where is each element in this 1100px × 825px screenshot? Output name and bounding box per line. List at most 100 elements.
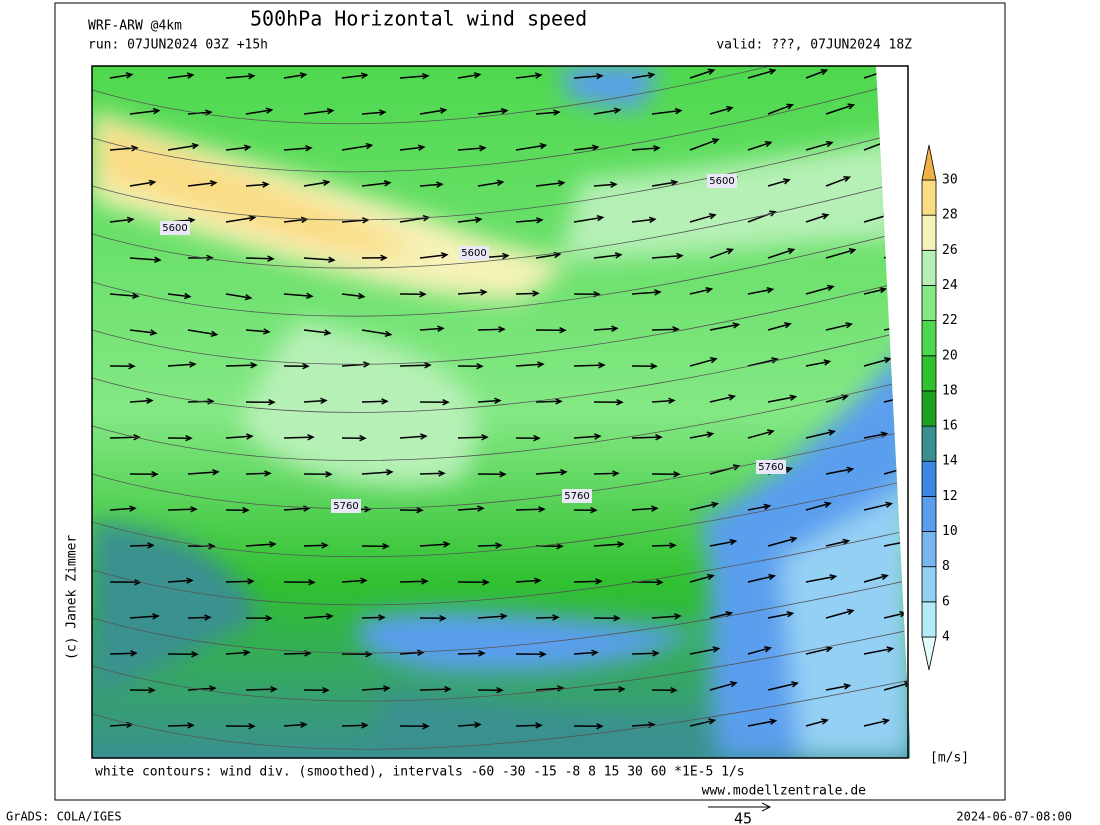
- wind-arrow-head: [535, 722, 543, 729]
- wind-arrow: [477, 181, 503, 187]
- wind-arrow-head: [246, 433, 254, 440]
- wind-arrow: [863, 647, 893, 655]
- wind-arrow-head: [244, 293, 253, 301]
- wind-arrow: [709, 682, 737, 691]
- wind-arrow-head: [557, 685, 565, 692]
- wind-arrow-head: [848, 248, 857, 255]
- wind-arrow-head: [439, 107, 448, 114]
- wind-arrow: [399, 146, 424, 151]
- wind-arrow-head: [590, 506, 598, 514]
- contour-label-box: [459, 246, 489, 260]
- wind-arrow-head: [495, 542, 503, 549]
- wind-arrow: [631, 436, 662, 439]
- wind-arrow-head: [708, 718, 717, 725]
- wind-arrow: [805, 719, 828, 727]
- wind-arrow: [535, 253, 560, 259]
- wind-arrow-head: [477, 505, 485, 512]
- wind-arrow-head: [820, 69, 829, 76]
- wind-arrow-head: [302, 362, 310, 370]
- wind-arrow: [805, 575, 836, 583]
- wind-arrow-head: [386, 469, 394, 476]
- wind-arrow-head: [478, 650, 486, 657]
- wind-arrow-head: [559, 326, 567, 334]
- wind-arrow-head: [768, 573, 776, 581]
- wind-arrow-head: [308, 579, 316, 586]
- wind-arrow-head: [265, 107, 274, 114]
- wind-arrow-head: [846, 466, 855, 474]
- wind-arrow-head: [596, 722, 604, 730]
- wind-arrow-head: [826, 284, 835, 292]
- wind-arrow: [341, 219, 368, 223]
- colorbar-tick-label: 16: [942, 419, 958, 434]
- wind-arrow-head: [882, 718, 891, 725]
- height-contour: [92, 66, 910, 125]
- wind-arrow-head: [267, 255, 275, 262]
- wind-arrow: [283, 507, 309, 511]
- wind-arrow: [341, 724, 368, 727]
- wind-arrow-head: [712, 646, 721, 653]
- wind-arrow-head: [191, 142, 200, 150]
- wind-arrow: [689, 214, 716, 223]
- wind-arrow-head: [652, 650, 660, 657]
- wind-arrow-head: [383, 685, 391, 692]
- wind-arrow: [651, 615, 680, 619]
- wind-arrow: [245, 329, 269, 333]
- colorbar-tick-label: 24: [942, 278, 958, 293]
- wind-arrow-head: [616, 398, 624, 406]
- wind-arrow-head: [670, 686, 678, 694]
- wind-arrow-head: [729, 681, 738, 688]
- wind-arrow: [515, 144, 546, 151]
- wind-arrow: [825, 468, 853, 475]
- wind-arrow-head: [186, 72, 195, 79]
- scale-arrow-head: [761, 802, 772, 812]
- map-title: 500hPa Horizontal wind speed: [250, 7, 587, 31]
- wind-arrow: [457, 291, 486, 295]
- wind-arrow-head: [655, 434, 663, 441]
- wind-arrow: [361, 687, 389, 691]
- wind-arrow: [283, 436, 314, 439]
- wind-arrow: [457, 436, 488, 439]
- wind-arrow-head: [242, 506, 250, 514]
- wind-arrow: [767, 612, 793, 619]
- wind-arrow-head: [326, 613, 334, 620]
- wind-arrow: [883, 682, 910, 691]
- wind-arrow: [515, 724, 542, 727]
- wind-arrow-head: [786, 611, 795, 618]
- wind-arrow: [825, 540, 849, 547]
- wind-arrow: [631, 723, 654, 727]
- wind-arrow-head: [131, 145, 139, 152]
- wind-arrow-head: [847, 103, 856, 110]
- wind-arrow-head: [729, 538, 738, 546]
- wind-arrow-head: [763, 503, 772, 510]
- wind-arrow-head: [784, 322, 792, 329]
- wind-arrow: [109, 218, 133, 223]
- wind-arrow-head: [845, 322, 854, 329]
- wind-arrow: [129, 181, 155, 187]
- wind-arrow: [689, 502, 718, 511]
- wind-arrow-head: [189, 361, 197, 368]
- wind-arrow-head: [147, 542, 155, 549]
- wind-arrow-head: [843, 683, 852, 690]
- wind-arrow-head: [555, 398, 563, 405]
- wind-arrow: [109, 507, 135, 511]
- wind-arrow-head: [422, 722, 430, 730]
- wind-arrow-head: [552, 614, 560, 621]
- wind-arrow: [747, 141, 772, 151]
- wind-arrow-head: [208, 542, 216, 550]
- wind-arrow: [863, 574, 888, 583]
- wind-arrow: [399, 75, 428, 79]
- wind-arrow-head: [383, 180, 392, 187]
- wind-arrow: [805, 360, 830, 367]
- wind-arrow-head: [209, 180, 218, 187]
- wind-arrow: [631, 652, 659, 655]
- wind-arrow-head: [708, 213, 717, 220]
- height-contour: [92, 129, 910, 221]
- wind-arrow-head: [243, 649, 251, 656]
- wind-arrow-head: [152, 613, 160, 620]
- wind-arrow: [225, 651, 249, 655]
- wind-arrow-head: [303, 505, 311, 512]
- wind-arrow-head: [321, 542, 329, 549]
- wind-arrow: [747, 69, 776, 79]
- wind-arrow: [419, 543, 449, 547]
- wind-arrow-head: [789, 394, 798, 401]
